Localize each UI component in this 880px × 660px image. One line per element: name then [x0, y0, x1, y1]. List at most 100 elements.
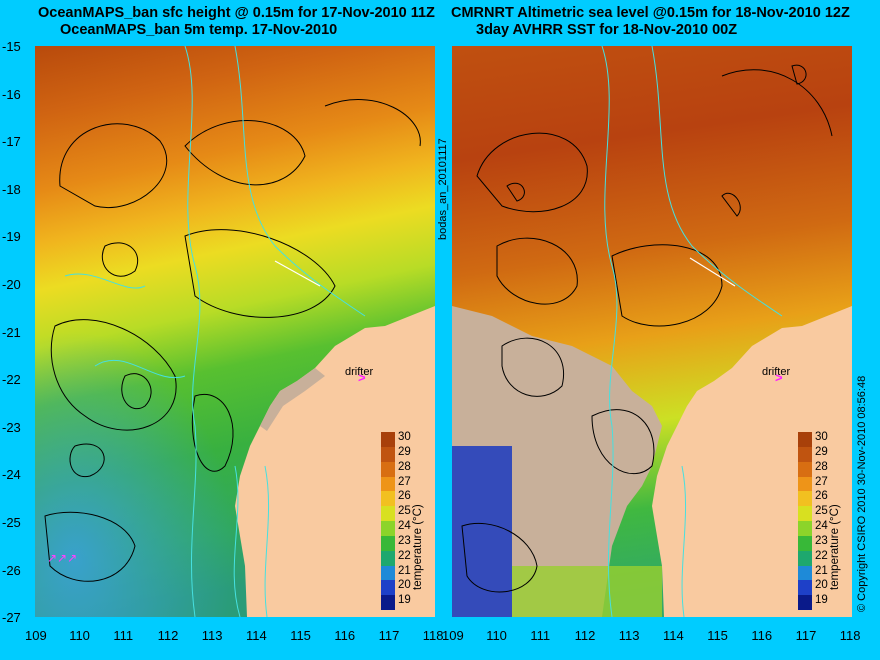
colorbar-swatch [381, 446, 395, 463]
y-tick-label: -16 [2, 86, 21, 102]
colorbar-swatch [798, 446, 812, 463]
left-map-panel: ↗↗↗ > drifter [35, 46, 435, 617]
colorbar-label: 28 [398, 460, 411, 473]
x-tick-label: 116 [751, 628, 773, 643]
colorbar-swatch [798, 432, 812, 448]
colorbar-swatch [381, 595, 395, 611]
right-sst-map: > [452, 46, 852, 617]
x-tick-label: 116 [334, 628, 356, 643]
colorbar-swatch [381, 476, 395, 492]
x-tick-label: 118 [839, 628, 861, 643]
right-colorbar: 30 29 28 27 26 25 24 23 22 21 20 19 [798, 431, 828, 611]
y-tick-label: -19 [2, 229, 21, 245]
right-title-line1: CMRNRT Altimetric sea level @0.15m for 1… [451, 5, 850, 21]
colorbar-swatch [381, 506, 395, 522]
right-drifter-label: drifter [762, 366, 791, 378]
right-drifter-arrow-icon: > [775, 370, 783, 385]
x-tick-label: 112 [157, 628, 179, 643]
x-tick-label: 109 [25, 628, 47, 643]
colorbar-label: 30 [815, 431, 828, 443]
colorbar-label: 22 [398, 549, 411, 562]
left-colorbar-title: temperature (°C) [412, 504, 424, 590]
y-tick-label: -27 [2, 610, 21, 626]
right-title-line2: 3day AVHRR SST for 18-Nov-2010 00Z [476, 22, 738, 38]
colorbar-swatch [798, 506, 812, 522]
colorbar-swatch [381, 580, 395, 596]
x-tick-label: 114 [246, 628, 267, 643]
y-tick-label: -26 [2, 562, 21, 578]
y-tick-label: -23 [2, 419, 21, 435]
y-tick-label: -17 [2, 134, 21, 150]
x-tick-label: 113 [618, 628, 640, 643]
y-tick-label: -25 [2, 515, 21, 530]
x-tick-label: 118 [422, 628, 444, 643]
copyright-label: © Copyright CSIRO 2010 30-Nov-2010 08:56… [856, 375, 868, 612]
x-tick-label: 109 [442, 628, 464, 643]
colorbar-label: 30 [398, 431, 411, 443]
y-tick-label: -22 [2, 372, 21, 388]
colorbar-swatch [381, 521, 395, 537]
colorbar-label: 22 [815, 549, 828, 562]
right-colorbar-title: temperature (°C) [829, 504, 841, 590]
colorbar-label: 23 [815, 534, 828, 547]
colorbar-swatch [381, 432, 395, 448]
colorbar-swatch [381, 550, 395, 566]
x-tick-label: 110 [486, 628, 507, 643]
colorbar-label: 20 [815, 579, 828, 592]
y-tick-label: -18 [2, 181, 21, 197]
x-tick-label: 117 [795, 628, 817, 643]
colorbar-label: 27 [398, 475, 411, 488]
colorbar-label: 28 [815, 460, 828, 473]
colorbar-label: 25 [815, 505, 828, 518]
colorbar-label: 25 [398, 505, 411, 518]
colorbar-swatch [381, 535, 395, 552]
colorbar-swatch [381, 491, 395, 507]
colorbar-swatch [798, 491, 812, 507]
x-tick-label: 117 [378, 628, 400, 643]
colorbar-label: 24 [398, 520, 411, 532]
right-map-panel: > drifter [452, 46, 852, 617]
left-colorbar: 30 29 28 27 26 25 24 23 22 21 20 19 [381, 431, 411, 611]
run-id-label: bodas_an_20101117 [437, 138, 449, 240]
colorbar-swatch [798, 461, 812, 477]
colorbar-swatch [381, 461, 395, 477]
colorbar-label: 29 [815, 445, 828, 458]
colorbar-swatch [798, 595, 812, 611]
x-tick-label: 115 [707, 628, 728, 643]
colorbar-swatch [798, 580, 812, 596]
colorbar-label: 24 [815, 520, 828, 532]
y-tick-label: -15 [2, 39, 21, 54]
colorbar-swatch [798, 550, 812, 566]
colorbar-label: 27 [815, 475, 828, 488]
y-tick-label: -20 [2, 277, 21, 292]
colorbar-swatch [798, 535, 812, 552]
x-tick-label: 111 [113, 628, 134, 643]
y-tick-label: -24 [2, 467, 21, 483]
colorbar-swatch [798, 476, 812, 492]
left-title-line1: OceanMAPS_ban sfc height @ 0.15m for 17-… [38, 5, 435, 21]
colorbar-label: 21 [815, 564, 828, 577]
colorbar-label: 26 [398, 490, 411, 503]
colorbar-label: 19 [815, 594, 828, 607]
left-drifter-label: drifter [345, 366, 374, 378]
colorbar-label: 19 [398, 594, 411, 607]
x-tick-label: 115 [290, 628, 311, 643]
colorbar-label: 29 [398, 445, 411, 458]
colorbar-label: 26 [815, 490, 828, 503]
left-title-line2: OceanMAPS_ban 5m temp. 17-Nov-2010 [60, 22, 338, 38]
colorbar-swatch [798, 565, 812, 581]
x-tick-label: 111 [530, 628, 551, 643]
colorbar-label: 21 [398, 564, 411, 577]
left-drifter-track-icon: ↗↗↗ [47, 551, 77, 565]
x-tick-label: 112 [574, 628, 596, 643]
x-tick-label: 110 [69, 628, 90, 643]
colorbar-label: 23 [398, 534, 411, 547]
colorbar-swatch [798, 521, 812, 537]
colorbar-label: 20 [398, 579, 411, 592]
y-tick-label: -21 [2, 324, 21, 340]
x-tick-label: 113 [201, 628, 223, 643]
x-tick-label: 114 [663, 628, 684, 643]
left-drifter-arrow-icon: > [358, 370, 366, 385]
left-sst-map: ↗↗↗ > [35, 46, 435, 617]
colorbar-swatch [381, 565, 395, 581]
